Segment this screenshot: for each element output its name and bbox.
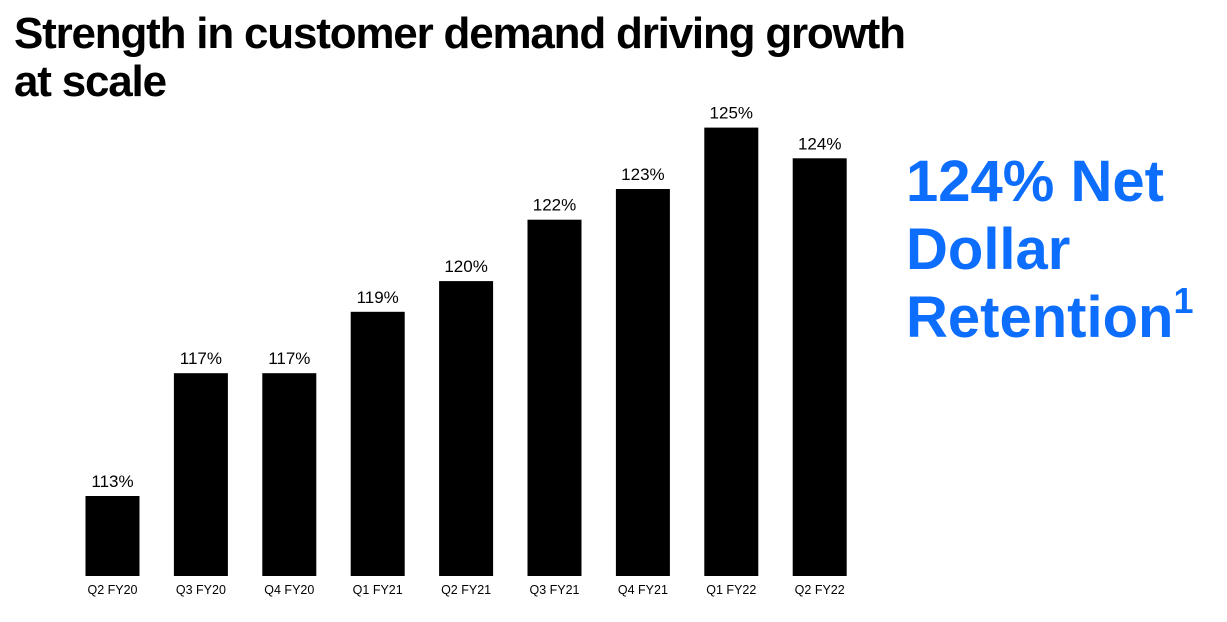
- data-label-q4-fy20: 117%: [268, 349, 310, 368]
- bar-q3-fy21: [527, 219, 582, 576]
- callout-line-2: Dollar: [906, 217, 1071, 282]
- bar-q2-fy20: [85, 496, 140, 576]
- data-label-q2-fy22: 124%: [798, 134, 841, 153]
- data-label-q1-fy21: 119%: [357, 288, 399, 307]
- category-label-q1-fy22: Q1 FY22: [706, 583, 756, 597]
- page-title-line-1: Strength in customer demand driving grow…: [14, 9, 906, 58]
- net-dollar-retention-callout: 124% Net Dollar Retention1: [906, 148, 1226, 352]
- category-label-q3-fy20: Q3 FY20: [176, 583, 226, 597]
- bar-q1-fy21: [350, 311, 405, 576]
- category-label-q2-fy20: Q2 FY20: [87, 583, 137, 597]
- page-title: Strength in customer demand driving grow…: [14, 10, 1074, 106]
- category-label-q1-fy21: Q1 FY21: [353, 583, 403, 597]
- callout-retention-word: Retention: [906, 285, 1174, 350]
- category-label-q2-fy22: Q2 FY22: [795, 583, 845, 597]
- data-label-q3-fy20: 117%: [180, 349, 222, 368]
- callout-line-3: Retention1: [906, 282, 1226, 352]
- bar-q2-fy22: [792, 158, 847, 577]
- page-title-line-2: at scale: [14, 57, 167, 106]
- bar-q1-fy22: [704, 127, 759, 576]
- data-label-q1-fy22: 125%: [710, 104, 753, 123]
- net-dollar-retention-bar-chart: 113% 117% 117% 119% 120% 122% 123% 125% 124% Q2 …: [85, 104, 847, 597]
- footnote-marker: 1: [1173, 279, 1194, 321]
- category-label-q4-fy21: Q4 FY21: [618, 583, 668, 597]
- callout-line-1: 124% Net: [906, 149, 1164, 214]
- bar-q3-fy20: [173, 373, 228, 576]
- bar-q2-fy21: [439, 281, 494, 576]
- bar-q4-fy21: [615, 189, 670, 576]
- data-label-q4-fy21: 123%: [621, 165, 664, 184]
- category-label-q2-fy21: Q2 FY21: [441, 583, 491, 597]
- category-label-q4-fy20: Q4 FY20: [264, 583, 314, 597]
- data-label-q3-fy21: 122%: [533, 196, 576, 215]
- bar-q4-fy20: [262, 373, 317, 576]
- data-label-q2-fy20: 113%: [91, 472, 133, 491]
- data-labels-group: 113% 117% 117% 119% 120% 122% 123% 125% 124%: [91, 104, 841, 491]
- bars-group: [85, 127, 847, 577]
- data-label-q2-fy21: 120%: [444, 257, 487, 276]
- category-label-q3-fy21: Q3 FY21: [529, 583, 579, 597]
- category-labels-group: Q2 FY20 Q3 FY20 Q4 FY20 Q1 FY21 Q2 FY21 Q3 FY…: [87, 583, 844, 597]
